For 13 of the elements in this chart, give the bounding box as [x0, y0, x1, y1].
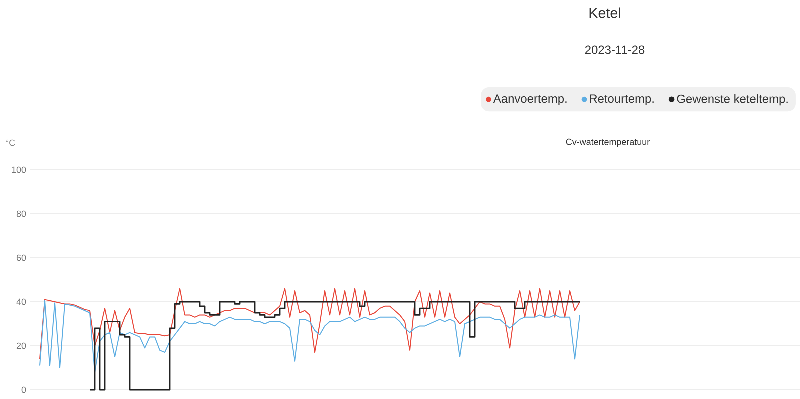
chart-title: Cv-watertemperatuur: [566, 138, 650, 148]
legend-label: Retourtemp.: [590, 94, 654, 106]
y-tick-label: 20: [16, 342, 26, 350]
y-tick-label: 80: [16, 210, 26, 218]
y-axis-title: °C: [6, 140, 16, 146]
chart-subtitle: 2023-11-28: [585, 46, 645, 54]
text: Ketel: [590, 8, 620, 18]
y-tick-label: 40: [16, 298, 26, 306]
y-tick-label: 60: [16, 254, 26, 262]
y-tick-label: 0: [22, 386, 26, 394]
legend-label: Gewenste keteltemp.: [677, 94, 788, 106]
legend-label: Aanvoertemp.: [493, 94, 567, 106]
y-tick-label: 100: [12, 166, 26, 174]
